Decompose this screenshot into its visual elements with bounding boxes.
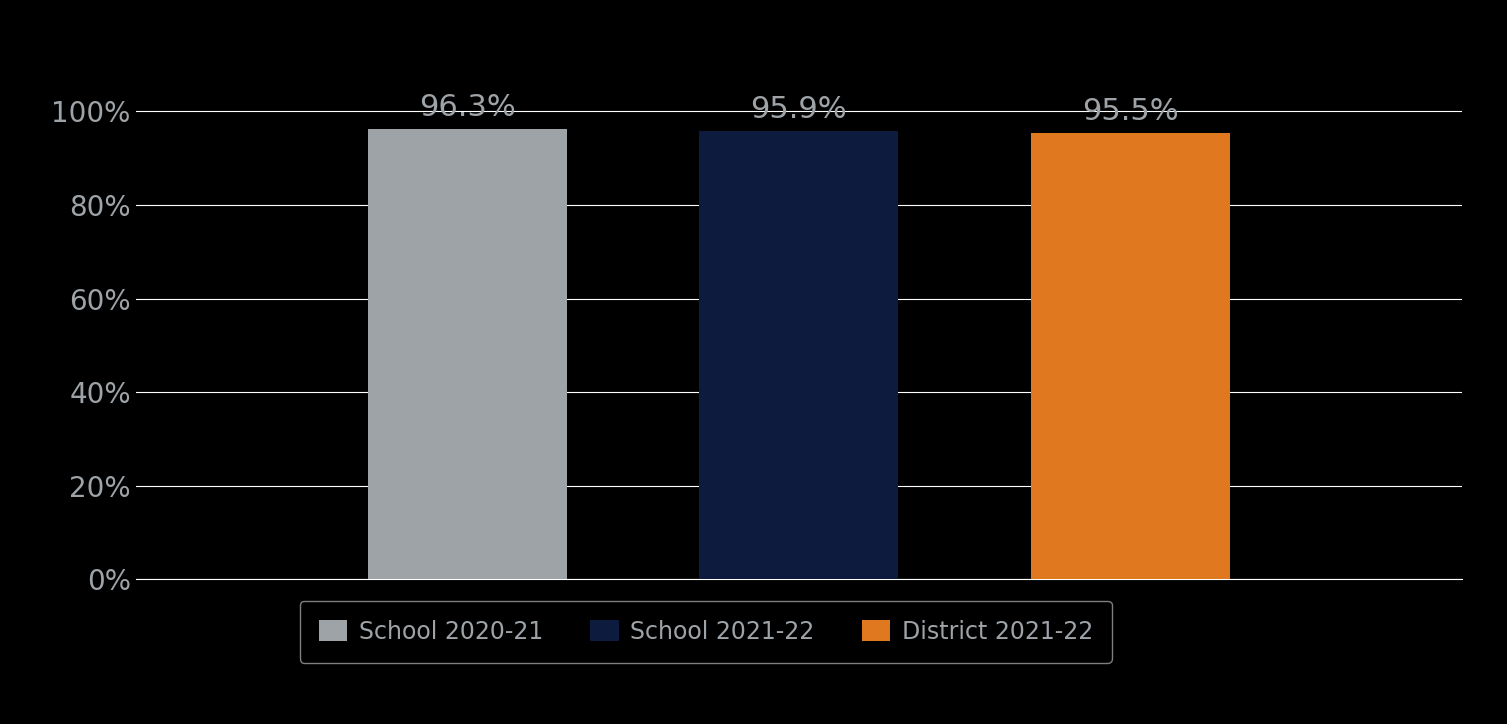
Text: 95.5%: 95.5% (1082, 96, 1178, 125)
Text: 95.9%: 95.9% (750, 95, 847, 124)
Bar (368, 129, 567, 579)
Legend: School 2020-21, School 2021-22, District 2021-22: School 2020-21, School 2021-22, District… (300, 601, 1112, 662)
Bar (699, 130, 898, 579)
Text: 96.3%: 96.3% (419, 93, 515, 122)
Bar (1031, 132, 1230, 579)
